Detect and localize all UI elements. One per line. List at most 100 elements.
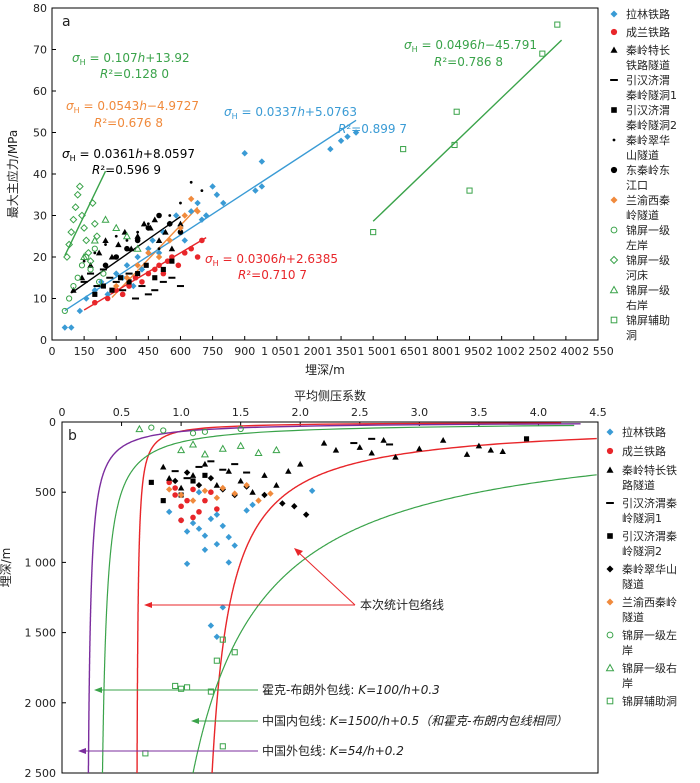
fit-equation-5-part: −45.791 <box>485 38 537 52</box>
fit-equation-1-part: −4.9727 <box>147 99 199 113</box>
point-b-s0 <box>201 546 209 553</box>
point-a-s11 <box>466 187 473 194</box>
point-b-s2 <box>499 448 506 455</box>
legend-a-label2-8: 左岸 <box>626 239 648 252</box>
fit-equation-3-sigma: σ <box>224 105 232 119</box>
fit-line-3 <box>64 119 357 312</box>
fit-equation-5: σH = 0.0496h−45.791 <box>404 38 537 54</box>
point-b-s9 <box>231 649 238 656</box>
x-tick-label-a: 600 <box>170 345 191 358</box>
legend-b-marker-4 <box>607 533 613 539</box>
x-tick-label-a: 1 800 <box>422 345 454 358</box>
point-b-s0 <box>249 501 256 509</box>
y-tick-label-a: 60 <box>33 85 47 98</box>
fit-equation-3-h: h <box>297 105 305 119</box>
point-a-s1 <box>104 295 111 302</box>
legend-b-marker-9 <box>606 697 614 705</box>
point-b-s6 <box>166 486 173 493</box>
point-a-s0 <box>209 183 216 190</box>
point-a-s7 <box>155 253 163 261</box>
x-tick-label-b: 1.5 <box>232 406 250 419</box>
fit-r2-1-rest: ²=0.676 8 <box>102 116 163 130</box>
y-tick-label-b: 1 000 <box>25 556 57 569</box>
point-a-s1 <box>156 262 162 269</box>
point-b-s7 <box>237 425 244 433</box>
point-b-s8 <box>188 440 198 448</box>
point-a-s0 <box>344 133 351 140</box>
point-b-s6 <box>201 487 209 494</box>
fit-equation-4-sigma: σ <box>205 252 213 266</box>
point-a-s5 <box>168 214 172 217</box>
point-a-s4 <box>92 291 98 297</box>
point-a-s0 <box>252 187 259 194</box>
x-tick-label-b: 1.0 <box>172 406 190 419</box>
point-a-s7 <box>194 208 201 215</box>
x-tick-label-b: 2.5 <box>351 406 369 419</box>
fit-line-5 <box>372 39 563 222</box>
point-a-s8 <box>61 307 68 315</box>
legend-a-marker-5 <box>612 138 616 142</box>
point-a-s11 <box>400 146 407 153</box>
y-tick-label-b: 1 500 <box>25 627 57 640</box>
point-a-s5 <box>82 259 86 263</box>
fit-r2-4: R²=0.710 7 <box>238 268 307 282</box>
legend-b-label2-6: 隧道 <box>622 610 644 624</box>
fit-r2-5: R²=0.786 8 <box>434 55 503 69</box>
point-b-s2 <box>463 451 471 457</box>
legend-a-label-8: 锦屏一级 <box>626 223 670 237</box>
point-a-s0 <box>327 145 334 153</box>
fit-r2-2-rest: ²=0.596 9 <box>100 163 161 177</box>
x-tick-label-b: 3.0 <box>411 406 429 419</box>
point-b-s1 <box>178 503 184 510</box>
fit-equation-2-eq: = <box>76 147 94 161</box>
legend-a-marker-11 <box>610 316 618 324</box>
point-b-s5 <box>261 491 268 499</box>
point-a-s10 <box>122 232 131 240</box>
point-b-s1 <box>214 506 220 512</box>
point-a-s0 <box>202 212 210 219</box>
y-tick-label-b: 2 000 <box>25 697 57 710</box>
point-b-s4 <box>202 472 208 478</box>
point-a-s3 <box>112 280 120 283</box>
point-a-s5 <box>125 239 129 242</box>
x-tick-label-a: 1 500 <box>357 345 389 358</box>
legend-b-label2-8: 岸 <box>622 677 633 690</box>
fit-equation-1-eq: = <box>80 99 98 113</box>
point-b-s7 <box>201 428 209 435</box>
point-a-s0 <box>220 199 227 207</box>
point-a-s2 <box>162 228 169 235</box>
point-a-s8 <box>87 266 94 273</box>
point-a-s0 <box>134 253 141 261</box>
curve-china-outer <box>87 423 581 773</box>
curve-china-inner <box>192 474 597 774</box>
legend-a-label-7: 兰渝西秦 <box>626 193 670 207</box>
legend-a-marker-10 <box>609 285 619 294</box>
point-a-s1 <box>126 283 132 289</box>
point-a-s4 <box>135 271 141 277</box>
point-b-s6 <box>243 481 250 489</box>
legend-a-label-10: 锦屏一级 <box>626 283 670 297</box>
point-a-s3 <box>168 276 176 279</box>
point-b-s0 <box>189 519 197 527</box>
point-a-s8 <box>66 295 73 302</box>
point-b-s1 <box>166 479 172 486</box>
legend-a-marker-3 <box>610 79 618 81</box>
point-a-s7 <box>145 249 152 257</box>
point-b-s6 <box>213 494 221 502</box>
x-tick-label-a: 450 <box>138 345 159 358</box>
point-a-s5 <box>93 251 97 255</box>
legend-b-marker-1 <box>606 447 614 455</box>
legend-a-label-0: 拉林铁路 <box>626 7 670 21</box>
point-a-s1 <box>160 270 167 277</box>
point-a-s3 <box>93 285 101 288</box>
legend-a-marker-2 <box>610 46 618 53</box>
point-b-s2 <box>213 481 221 488</box>
legend-a-label2-3: 秦岭隧洞1 <box>626 88 677 102</box>
point-a-s0 <box>181 237 188 244</box>
point-b-s9 <box>219 636 226 643</box>
point-a-s6 <box>113 254 120 260</box>
point-a-s3 <box>87 272 95 275</box>
point-b-s9 <box>213 657 220 664</box>
point-b-s3 <box>195 465 203 468</box>
curve-hoek-brown-outer <box>101 424 575 773</box>
